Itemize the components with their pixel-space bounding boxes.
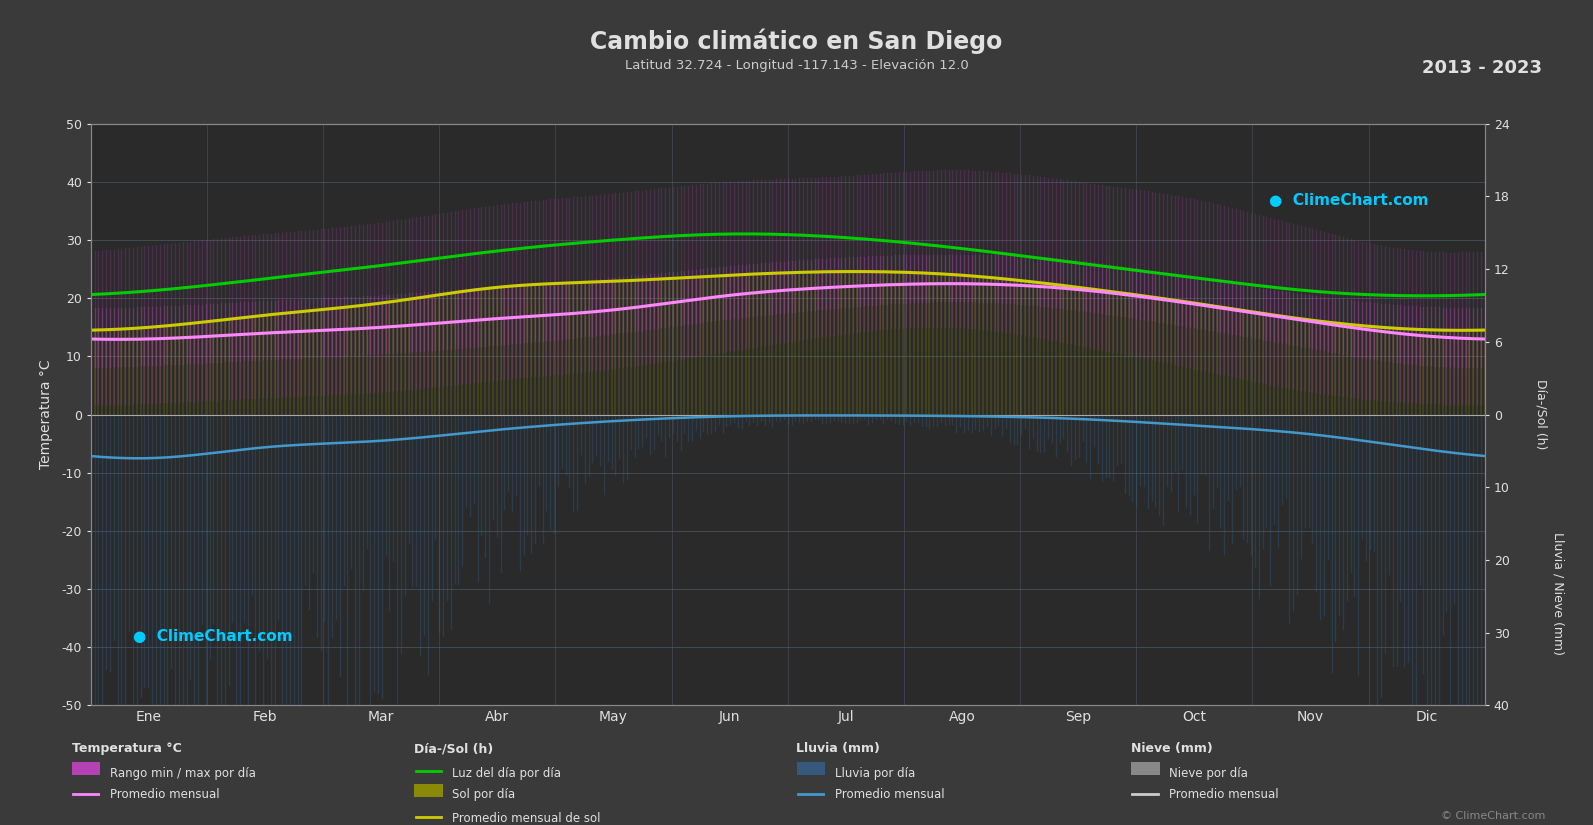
Y-axis label: Día-/Sol (h): Día-/Sol (h) <box>1534 380 1547 450</box>
Text: © ClimeChart.com: © ClimeChart.com <box>1440 811 1545 821</box>
Text: Promedio mensual de sol: Promedio mensual de sol <box>452 812 601 824</box>
Text: Sol por día: Sol por día <box>452 788 516 801</box>
Text: Latitud 32.724 - Longitud -117.143 - Elevación 12.0: Latitud 32.724 - Longitud -117.143 - Ele… <box>624 59 969 73</box>
Text: Temperatura °C: Temperatura °C <box>72 742 182 755</box>
Y-axis label: Temperatura °C: Temperatura °C <box>38 360 53 469</box>
Text: Promedio mensual: Promedio mensual <box>1169 788 1279 801</box>
Text: Rango min / max por día: Rango min / max por día <box>110 766 256 780</box>
Text: Promedio mensual: Promedio mensual <box>110 788 220 801</box>
Text: Luz del día por día: Luz del día por día <box>452 766 561 780</box>
Text: ●  ClimeChart.com: ● ClimeChart.com <box>132 629 292 644</box>
Text: Lluvia por día: Lluvia por día <box>835 766 914 780</box>
Text: Promedio mensual: Promedio mensual <box>835 788 945 801</box>
Text: 2013 - 2023: 2013 - 2023 <box>1423 59 1542 78</box>
Text: ●  ClimeChart.com: ● ClimeChart.com <box>1268 193 1429 208</box>
Text: Lluvia / Nieve (mm): Lluvia / Nieve (mm) <box>1552 532 1564 656</box>
Text: Cambio climático en San Diego: Cambio climático en San Diego <box>591 29 1002 54</box>
Text: Nieve (mm): Nieve (mm) <box>1131 742 1212 755</box>
Text: Lluvia (mm): Lluvia (mm) <box>796 742 881 755</box>
Text: Día-/Sol (h): Día-/Sol (h) <box>414 742 494 755</box>
Text: Nieve por día: Nieve por día <box>1169 766 1249 780</box>
